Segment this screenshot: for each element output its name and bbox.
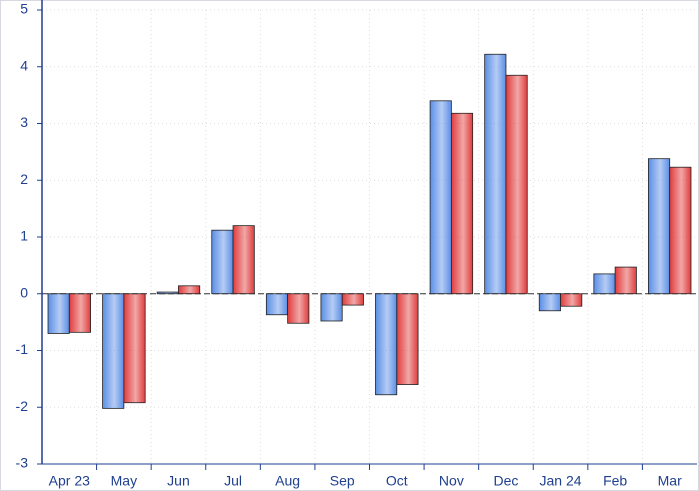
bar xyxy=(560,293,583,307)
bar xyxy=(156,291,179,295)
x-tick-label: Apr 23 xyxy=(49,473,90,489)
bar xyxy=(265,293,289,316)
bar xyxy=(505,74,528,295)
y-tick-label: 5 xyxy=(20,1,28,17)
bar xyxy=(211,229,234,295)
bar xyxy=(396,293,419,385)
x-tick-label: Dec xyxy=(494,473,519,489)
x-tick-label: Aug xyxy=(275,473,300,489)
bar xyxy=(47,293,70,334)
x-tick-label: Feb xyxy=(603,473,627,489)
x-tick-label: Mar xyxy=(658,473,682,489)
y-tick-label: 4 xyxy=(20,57,28,73)
x-tick-label: Jul xyxy=(224,473,242,489)
bar xyxy=(102,293,125,409)
y-tick-label: 3 xyxy=(20,114,28,130)
y-tick-label: 2 xyxy=(20,171,28,187)
bar xyxy=(593,273,616,295)
x-tick-label: Sep xyxy=(330,473,355,489)
x-tick-label: Jun xyxy=(167,473,190,489)
x-tick-label: Jan 24 xyxy=(540,473,582,489)
bar xyxy=(375,293,398,396)
bar xyxy=(669,166,692,295)
x-tick-label: Oct xyxy=(386,473,408,489)
bar xyxy=(341,293,364,306)
bar xyxy=(450,112,474,295)
y-tick-label: -3 xyxy=(16,455,29,471)
x-tick-label: Nov xyxy=(439,473,464,489)
bar xyxy=(429,100,452,295)
y-tick-label: -2 xyxy=(16,398,29,414)
y-tick-label: 0 xyxy=(20,284,28,300)
y-tick-label: 1 xyxy=(20,228,28,244)
bar xyxy=(68,293,91,333)
bar xyxy=(232,225,255,295)
bar xyxy=(320,293,343,322)
y-tick-label: -1 xyxy=(16,341,29,357)
bar xyxy=(123,293,146,404)
bar xyxy=(614,266,637,295)
bar xyxy=(648,158,671,295)
x-tick-label: May xyxy=(111,473,137,489)
bar xyxy=(287,293,310,324)
bar xyxy=(484,53,507,295)
bar xyxy=(538,293,561,312)
bar xyxy=(178,285,201,295)
